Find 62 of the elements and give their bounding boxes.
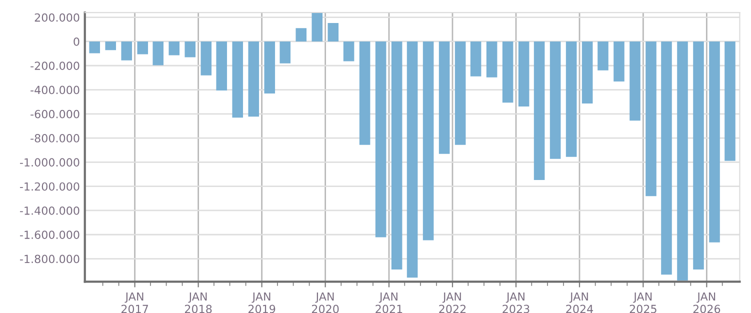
x-tick-label: JAN 2025 [630, 292, 656, 313]
x-tick-label: JAN 2017 [121, 292, 148, 313]
y-tick-label: 200.000 [34, 13, 80, 22]
bar [232, 41, 244, 118]
bar [391, 41, 402, 270]
bar [359, 41, 370, 145]
y-tick-label: -1.600.000 [20, 230, 80, 240]
bar [137, 41, 148, 54]
bar [121, 41, 132, 60]
bar [438, 41, 450, 154]
y-tick-label: -1.400.000 [20, 206, 80, 215]
y-tick-label: -800.000 [30, 134, 80, 142]
bar [280, 41, 291, 64]
bar [312, 13, 323, 42]
bar [248, 41, 260, 117]
y-tick-label: -1.200.000 [20, 182, 80, 191]
bar [454, 41, 466, 145]
x-tick-label: JAN 2022 [439, 292, 466, 313]
bar [105, 41, 116, 50]
bar [582, 41, 593, 104]
bar [375, 41, 386, 238]
bar [216, 41, 228, 90]
x-tick-label: JAN 2024 [566, 292, 594, 313]
y-tick-label: -1.000.000 [20, 158, 80, 167]
x-tick-label: JAN 2019 [248, 292, 276, 313]
y-tick-label: -1.800.000 [20, 254, 80, 264]
bar [502, 41, 514, 103]
bar [343, 41, 354, 62]
y-tick-label: -600.000 [30, 110, 80, 118]
bar [661, 41, 672, 275]
bar [184, 41, 196, 58]
bar [470, 41, 482, 76]
bar [646, 41, 656, 196]
bar [168, 41, 180, 56]
y-tick-label: 0 [74, 37, 80, 46]
bar [724, 41, 736, 161]
bar [693, 41, 704, 270]
bar [566, 41, 577, 157]
x-tick-label: JAN 2020 [312, 292, 339, 313]
bar [598, 41, 608, 70]
bar [709, 41, 720, 242]
x-tick-label: JAN 2023 [502, 292, 530, 313]
y-tick-label: -200.000 [30, 62, 80, 70]
x-tick-label: JAN 2018 [184, 292, 212, 313]
bar [89, 41, 100, 54]
bar [152, 41, 164, 66]
x-tick-label: JAN 2021 [376, 292, 402, 313]
bar [200, 41, 212, 76]
bar [486, 41, 498, 78]
bar [422, 41, 434, 240]
y-tick-label: -400.000 [30, 86, 80, 94]
bar [534, 41, 545, 180]
bar [296, 28, 307, 42]
bar [550, 41, 561, 159]
bar [328, 23, 339, 42]
bar [630, 41, 640, 121]
bar [677, 41, 688, 280]
bar [518, 41, 530, 107]
bar [614, 41, 624, 82]
bar [406, 41, 418, 278]
x-tick-label: JAN 2026 [693, 292, 720, 313]
bar [264, 41, 276, 94]
